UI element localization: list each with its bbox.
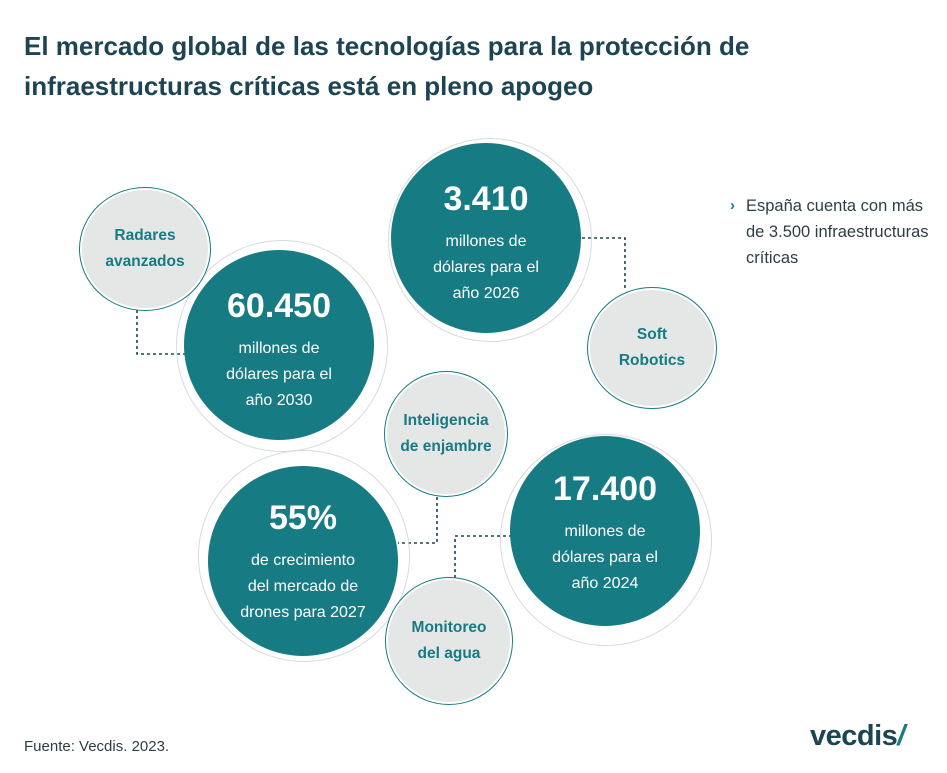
connector-monitoreo <box>454 535 512 578</box>
chart-title: El mercado global de las tecnologías par… <box>24 26 904 106</box>
ring-decoration <box>198 450 410 662</box>
connector-enjambre <box>398 497 438 544</box>
ring-decoration <box>388 138 592 342</box>
connector-soft-robotics <box>582 237 626 290</box>
chevron-right-icon: › <box>730 197 735 214</box>
stat-circle-2030: 60.450 millones de dólares para el año 203… <box>184 250 374 440</box>
stat-description: millones de dólares para el año 2030 <box>226 340 332 409</box>
stat-circle-2026: 3.410 millones de dólares para el año 2026 <box>391 143 581 333</box>
stat-description: millones de dólares para el año 2026 <box>433 233 539 302</box>
title-line-1: El mercado global de las tecnologías par… <box>24 31 750 61</box>
stat-value: 17.400 <box>553 470 657 508</box>
tech-inteligencia-enjambre: Inteligencia de enjambre <box>385 372 507 496</box>
tech-soft-robotics: Soft Robotics <box>588 288 716 408</box>
stat-description: de crecimiento del mercado de drones para … <box>240 552 366 621</box>
tech-monitoreo-agua: Monitoreo del agua <box>386 578 512 704</box>
stat-circle-drones: 55% de crecimiento del mercado de drones p… <box>208 466 398 656</box>
stat-circle-2024: 17.400 millones de dólares para el año 202… <box>510 436 700 626</box>
side-note-text: España cuenta con más de 3.500 infraestr… <box>746 197 929 267</box>
source-caption: Fuente: Vecdis. 2023. <box>24 738 170 755</box>
stat-value: 60.450 <box>227 287 331 325</box>
stat-description: millones de dólares para el año 2024 <box>552 523 658 592</box>
stat-value: 3.410 <box>443 180 529 218</box>
tech-radares-avanzados: Radares avanzados <box>80 188 210 310</box>
connector-radares <box>136 310 190 355</box>
ring-decoration <box>500 434 712 646</box>
vecdis-logo: vecdis/ <box>810 720 905 752</box>
title-line-2: infraestructuras críticas está en pleno … <box>24 71 594 101</box>
stat-value: 55% <box>268 499 338 537</box>
side-note: › España cuenta con más de 3.500 infraes… <box>730 193 930 271</box>
